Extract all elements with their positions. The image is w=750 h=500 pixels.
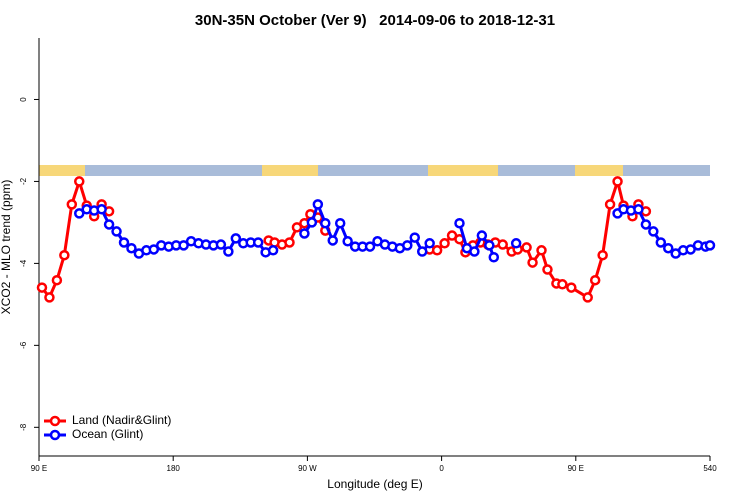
chart-title: 30N-35N October (Ver 9) 2014-09-06 to 20… — [195, 12, 555, 29]
data-point — [409, 232, 421, 243]
data-point — [566, 282, 577, 293]
y-tick-label: -8 — [19, 423, 28, 431]
x-tick-label: 180 — [167, 464, 181, 473]
data-point — [597, 249, 608, 261]
data-point — [111, 226, 122, 237]
data-point — [527, 257, 538, 268]
data-point — [44, 292, 55, 303]
x-axis-label: Longitude (deg E) — [327, 477, 422, 491]
data-point — [557, 279, 568, 290]
land-strip — [428, 165, 498, 176]
data-point — [510, 238, 522, 249]
data-point — [178, 240, 189, 251]
x-tick-label: 540 — [703, 464, 717, 473]
land-strip — [262, 165, 318, 176]
data-point — [320, 217, 331, 229]
data-point — [284, 237, 295, 248]
data-point — [291, 222, 303, 233]
x-tick-label: 0 — [439, 464, 444, 473]
data-point — [126, 242, 137, 254]
data-point — [342, 236, 353, 247]
y-tick-label: -4 — [19, 259, 28, 267]
data-point — [334, 217, 346, 229]
data-point — [521, 242, 532, 253]
data-point — [416, 246, 428, 257]
data-point — [148, 244, 160, 255]
data-point — [633, 204, 644, 215]
data-point — [424, 238, 435, 249]
data-point — [488, 251, 500, 263]
legend-label: Land (Nadir&Glint) — [72, 413, 171, 427]
data-point — [536, 245, 547, 256]
data-point — [59, 249, 70, 261]
land-mask — [39, 165, 710, 176]
data-point — [589, 274, 601, 286]
ocean-strip — [39, 165, 710, 176]
data-point — [662, 242, 674, 254]
legend-marker — [49, 415, 61, 427]
data-point — [364, 241, 376, 252]
y-tick-label: -6 — [19, 341, 28, 349]
legend: Land (Nadir&Glint)Ocean (Glint) — [44, 413, 171, 441]
data-point — [96, 204, 107, 215]
data-point — [469, 246, 480, 257]
data-point — [66, 199, 78, 210]
data-point — [103, 219, 115, 230]
data-point — [223, 246, 234, 257]
data-point — [604, 199, 616, 210]
data-point — [230, 233, 242, 244]
data-point — [312, 199, 324, 210]
data-point — [267, 245, 279, 256]
data-point — [497, 239, 508, 250]
data-point — [476, 230, 488, 241]
data-point — [655, 237, 667, 248]
x-tick-label: 90 W — [298, 464, 317, 473]
data-point — [36, 282, 48, 293]
land-strip — [39, 165, 85, 176]
data-point — [299, 228, 310, 239]
x-tick-label: 90 E — [568, 464, 584, 473]
data-point — [582, 292, 593, 303]
x-tick-label: 90 E — [31, 464, 47, 473]
legend-marker — [49, 429, 61, 441]
data-point — [402, 240, 413, 251]
data-point — [640, 219, 652, 230]
y-axis-label: XCO2 - MLO trend (ppm) — [0, 180, 13, 315]
legend-label: Ocean (Glint) — [72, 427, 143, 441]
data-point — [74, 208, 85, 219]
data-point — [74, 176, 85, 187]
data-point — [252, 237, 264, 248]
data-point — [439, 238, 450, 249]
land-strip — [575, 165, 623, 176]
data-point — [484, 240, 495, 251]
data-point — [306, 217, 318, 228]
plot-area — [36, 176, 716, 303]
data-point — [612, 176, 623, 187]
data-point — [685, 244, 696, 255]
y-tick-label: -2 — [19, 177, 28, 185]
data-point — [431, 245, 443, 256]
data-point — [542, 264, 553, 275]
data-point — [118, 237, 130, 248]
data-point — [327, 235, 338, 246]
data-point — [215, 239, 227, 250]
data-point — [648, 226, 659, 237]
data-point — [454, 217, 465, 229]
y-tick-label: 0 — [19, 97, 28, 102]
data-point — [51, 274, 63, 286]
data-point — [704, 240, 716, 251]
